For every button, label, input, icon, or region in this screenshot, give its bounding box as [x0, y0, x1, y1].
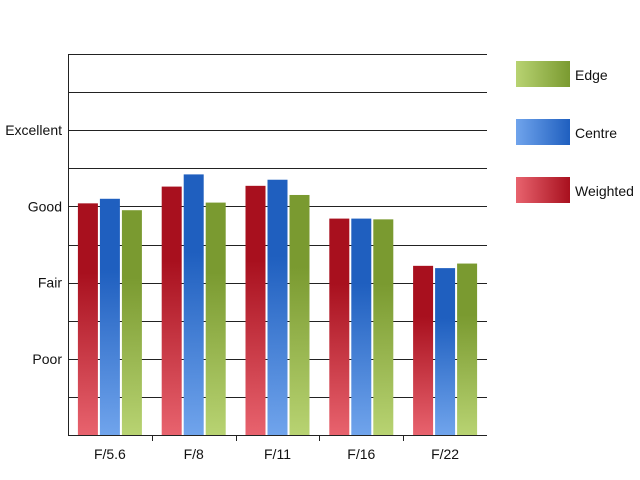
bar-weighted-3	[329, 218, 350, 435]
bar-centre-3	[351, 218, 372, 435]
legend-item-weighted: Weighted	[516, 177, 634, 203]
bars	[77, 174, 478, 435]
legend-item-edge: Edge	[516, 61, 608, 87]
legend-label: Edge	[575, 67, 608, 83]
legend-item-centre: Centre	[516, 119, 617, 145]
bar-centre-0	[99, 198, 120, 435]
bar-weighted-1	[161, 186, 182, 435]
bar-weighted-0	[77, 203, 98, 435]
y-tick-label: Fair	[38, 275, 62, 291]
legend-label: Centre	[575, 125, 617, 141]
legend-swatch	[516, 61, 570, 87]
bar-weighted-4	[413, 265, 434, 435]
bar-centre-2	[267, 179, 288, 435]
x-tick-label: F/8	[184, 446, 204, 462]
bar-edge-0	[121, 210, 142, 435]
x-tick-label: F/16	[347, 446, 375, 462]
legend: Edge Centre Weighted	[516, 61, 634, 203]
bar-edge-1	[205, 202, 226, 435]
bar-centre-1	[183, 174, 204, 435]
axes: F/5.6 F/8 F/11 F/16 F/22 Poor Fair Good Excellen…	[5, 54, 487, 462]
bar-centre-4	[435, 268, 456, 435]
legend-swatch	[516, 119, 570, 145]
x-tick-label: F/22	[431, 446, 459, 462]
bar-weighted-2	[245, 185, 266, 435]
bar-edge-3	[373, 219, 394, 435]
legend-label: Weighted	[575, 183, 634, 199]
x-tick-label: F/11	[264, 446, 291, 462]
bar-edge-4	[457, 263, 478, 435]
y-tick-label: Poor	[32, 351, 62, 367]
bar-edge-2	[289, 194, 310, 435]
x-tick-label: F/5.6	[94, 446, 126, 462]
y-tick-label: Good	[28, 198, 62, 214]
legend-swatch	[516, 177, 570, 203]
y-tick-label: Excellent	[5, 122, 62, 138]
